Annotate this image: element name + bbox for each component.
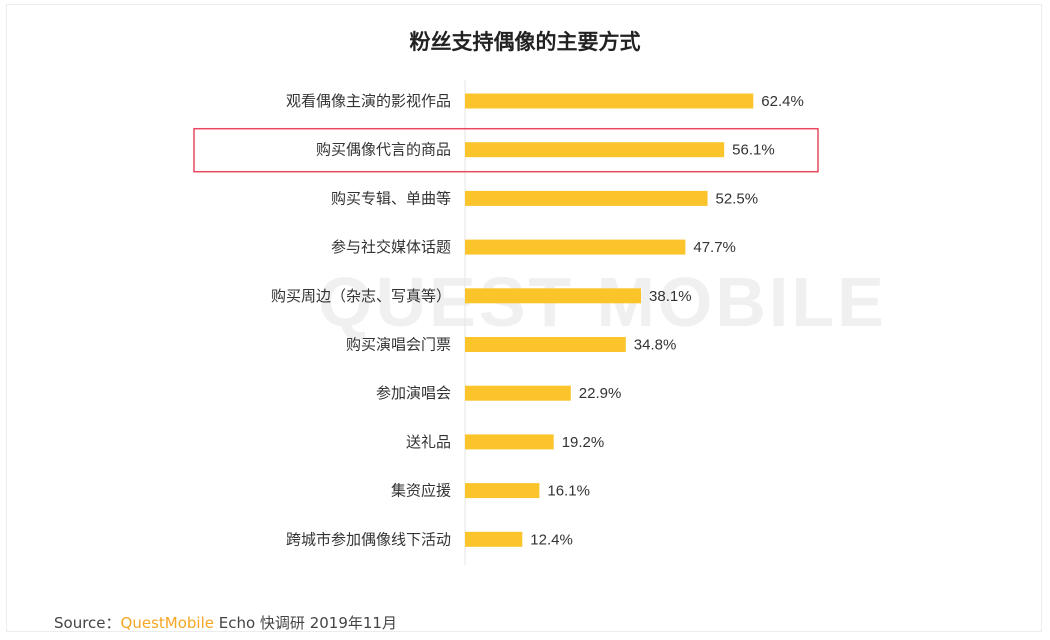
- bar: [465, 239, 686, 255]
- source-brand: QuestMobile: [120, 614, 214, 632]
- bar: [465, 190, 708, 206]
- value-label: 19.2%: [562, 434, 605, 451]
- value-label: 52.5%: [716, 190, 759, 207]
- value-label: 56.1%: [732, 142, 775, 159]
- chart-title: 粉丝支持偶像的主要方式: [409, 30, 641, 54]
- category-label: 跨城市参加偶像线下活动: [286, 530, 451, 548]
- bar: [465, 93, 754, 109]
- bar: [465, 337, 626, 352]
- source-prefix: Source：: [54, 614, 121, 632]
- value-label: 16.1%: [547, 483, 590, 500]
- category-label: 观看偶像主演的影视作品: [286, 92, 451, 110]
- value-label: 12.4%: [530, 531, 573, 548]
- category-label: 购买专辑、单曲等: [331, 189, 451, 207]
- category-label: 集资应援: [391, 482, 451, 500]
- source-note: Source：QuestMobile Echo 快调研 2019年11月: [54, 612, 397, 633]
- category-label: 参加演唱会: [376, 384, 451, 402]
- category-label: 送礼品: [406, 433, 451, 451]
- value-label: 47.7%: [693, 239, 736, 256]
- bar: [465, 385, 571, 401]
- bar: [465, 288, 642, 304]
- bar: [465, 483, 540, 499]
- value-label: 22.9%: [579, 385, 622, 402]
- value-label: 34.8%: [634, 337, 677, 354]
- value-label: 38.1%: [649, 288, 692, 305]
- category-label: 参与社交媒体话题: [331, 238, 451, 256]
- source-suffix: Echo 快调研 2019年11月: [213, 614, 397, 632]
- category-label: 购买演唱会门票: [346, 336, 451, 354]
- value-label: 62.4%: [761, 93, 804, 110]
- bar: [465, 531, 523, 547]
- chart-frame: [6, 4, 1042, 632]
- category-label: 购买周边（杂志、写真等）: [271, 287, 451, 305]
- bar: [465, 142, 725, 158]
- bar: [465, 434, 554, 450]
- category-label: 购买偶像代言的商品: [316, 141, 451, 159]
- highlight-box: [193, 127, 819, 173]
